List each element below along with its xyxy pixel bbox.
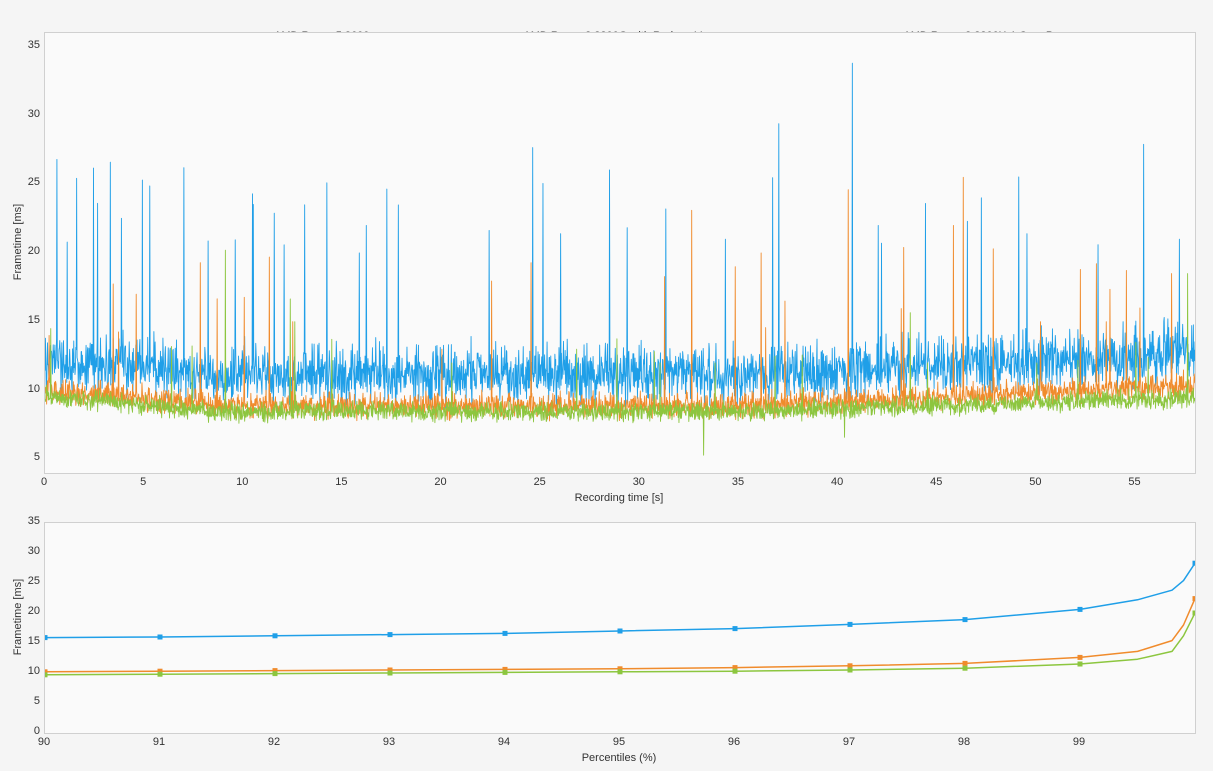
benchmark-charts: { "colors": { "page_bg": "#f5f5f5", "plo…	[0, 0, 1213, 771]
frametime-timeline-chart	[44, 32, 1196, 474]
x-axis-title: Percentiles (%)	[569, 752, 669, 764]
y-axis-title: Frametime [ms]	[12, 192, 24, 292]
x-axis-title: Recording time [s]	[559, 492, 679, 504]
percentile-chart	[44, 522, 1196, 734]
